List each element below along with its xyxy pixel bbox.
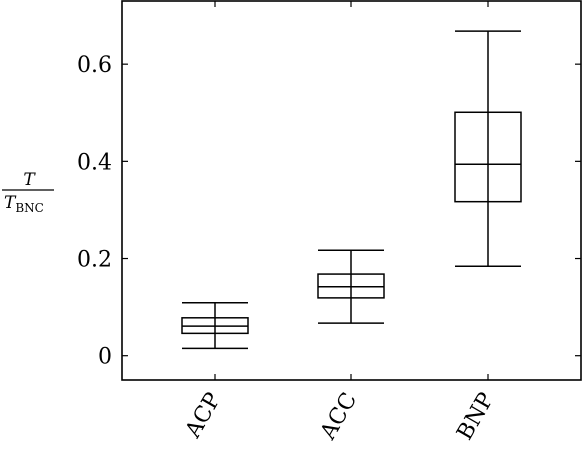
boxes [181,30,522,350]
x-axis-ticks: ACP ACC BNP [180,1,499,445]
y-axis-label-denominator-group: TBNC [4,193,44,215]
y-tick-label: 0.2 [77,248,112,273]
y-tick-label: 0.4 [77,150,112,175]
box-acc [317,249,385,324]
box-bnp [454,30,522,268]
x-tick-label: ACP [180,388,226,443]
y-axis-label-numerator: T [23,170,36,190]
x-tick-label: BNP [452,388,499,444]
y-tick-label: 0.6 [77,53,112,78]
y-axis-ticks: 0 0.2 0.4 0.6 [77,53,581,370]
y-axis-label-denominator: T [4,193,17,213]
y-axis-label-denominator-subscript: BNC [15,201,44,215]
x-tick-label: ACC [315,389,362,445]
y-tick-label: 0 [98,345,112,370]
y-axis-label: T TBNC [2,170,54,215]
box-acp [181,301,249,350]
